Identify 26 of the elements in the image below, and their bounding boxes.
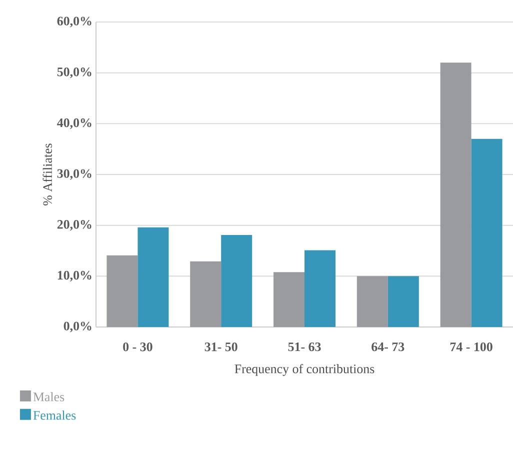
bar — [138, 227, 169, 327]
bar — [273, 272, 304, 327]
y-tick-label: 40,0% — [57, 118, 92, 129]
bar — [356, 276, 388, 327]
y-tick-label: 10,0% — [58, 270, 92, 282]
y-tick-label: 20,0% — [57, 220, 92, 231]
y-axis-title: % Affiliates — [42, 144, 52, 206]
legend-label: Females — [33, 410, 76, 420]
y-tick-label: 50,0% — [57, 68, 92, 78]
bar — [190, 261, 222, 327]
x-tick-label: 64- 73 — [372, 342, 404, 352]
y-tick-label: 0,0% — [64, 322, 92, 332]
x-axis-title: Frequency of contributions — [234, 364, 374, 376]
x-tick-label: 51- 63 — [288, 342, 321, 352]
x-tick-label: 0 - 30 — [123, 342, 152, 352]
bar — [106, 255, 138, 327]
legend-label: Males — [33, 392, 64, 402]
bar — [471, 138, 502, 327]
bar — [304, 250, 336, 327]
y-tick-label: 60,0% — [57, 16, 92, 28]
x-tick-label: 31- 50 — [204, 342, 238, 352]
x-tick-label: 74 - 100 — [450, 342, 492, 352]
bar — [388, 276, 419, 327]
y-tick-label: 30,0% — [57, 169, 92, 180]
bar — [221, 234, 252, 327]
bar — [440, 62, 472, 327]
